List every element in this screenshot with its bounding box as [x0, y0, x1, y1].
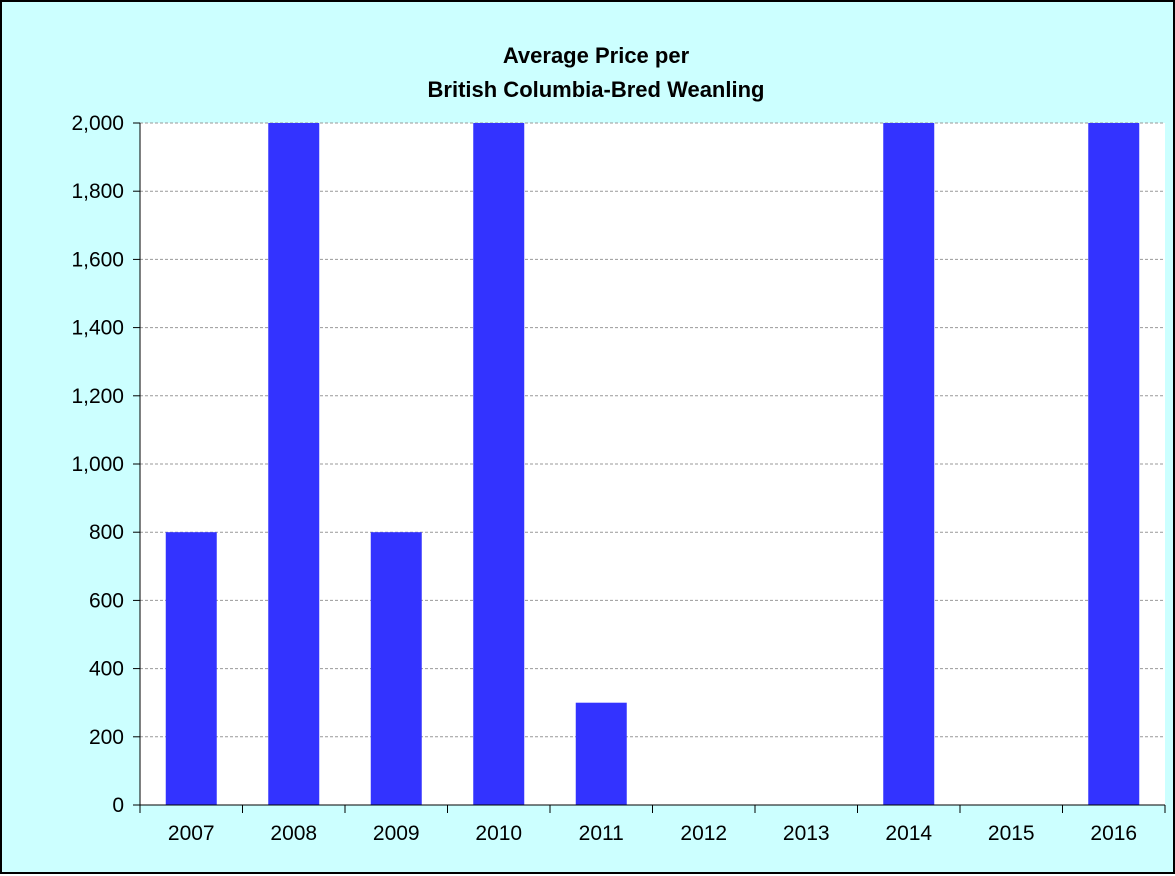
- y-tick-label: 400: [89, 658, 124, 681]
- y-tick-label: 1,600: [71, 248, 124, 271]
- bar-2010: [473, 123, 525, 805]
- y-tick-label: 1,400: [71, 317, 124, 340]
- bar-2009: [370, 532, 422, 805]
- y-tick-label: 200: [89, 726, 124, 749]
- x-tick-label: 2015: [988, 822, 1035, 845]
- y-tick-label: 1,200: [71, 385, 124, 408]
- chart-title-line-2: British Columbia-Bred Weanling: [428, 77, 765, 102]
- chart-title-line-1: Average Price per: [503, 43, 690, 68]
- bar-2007: [165, 532, 217, 805]
- x-tick-label: 2014: [885, 822, 932, 845]
- x-tick-label: 2009: [373, 822, 420, 845]
- y-tick-label: 600: [89, 589, 124, 612]
- plot-area: 0 200 400 600 800 1,000 1,200 1,400 1,600 1,800 2,…: [71, 112, 1166, 845]
- y-tick-label: 0: [112, 794, 124, 817]
- bar-2011: [575, 702, 627, 805]
- x-tick-label: 2007: [168, 822, 215, 845]
- x-tick-label: 2012: [680, 822, 727, 845]
- bar-2016: [1088, 123, 1140, 805]
- x-tick-label: 2010: [475, 822, 522, 845]
- y-tick-label: 2,000: [71, 112, 124, 135]
- x-tick-label: 2016: [1090, 822, 1137, 845]
- bar-2008: [268, 123, 320, 805]
- y-tick-label: 1,800: [71, 180, 124, 203]
- x-tick-label: 2008: [270, 822, 317, 845]
- x-tick-label: 2011: [579, 822, 624, 845]
- y-tick-label: 1,000: [71, 453, 124, 476]
- y-tick-label: 800: [89, 521, 124, 544]
- bar-2014: [883, 123, 935, 805]
- x-tick-label: 2013: [783, 822, 830, 845]
